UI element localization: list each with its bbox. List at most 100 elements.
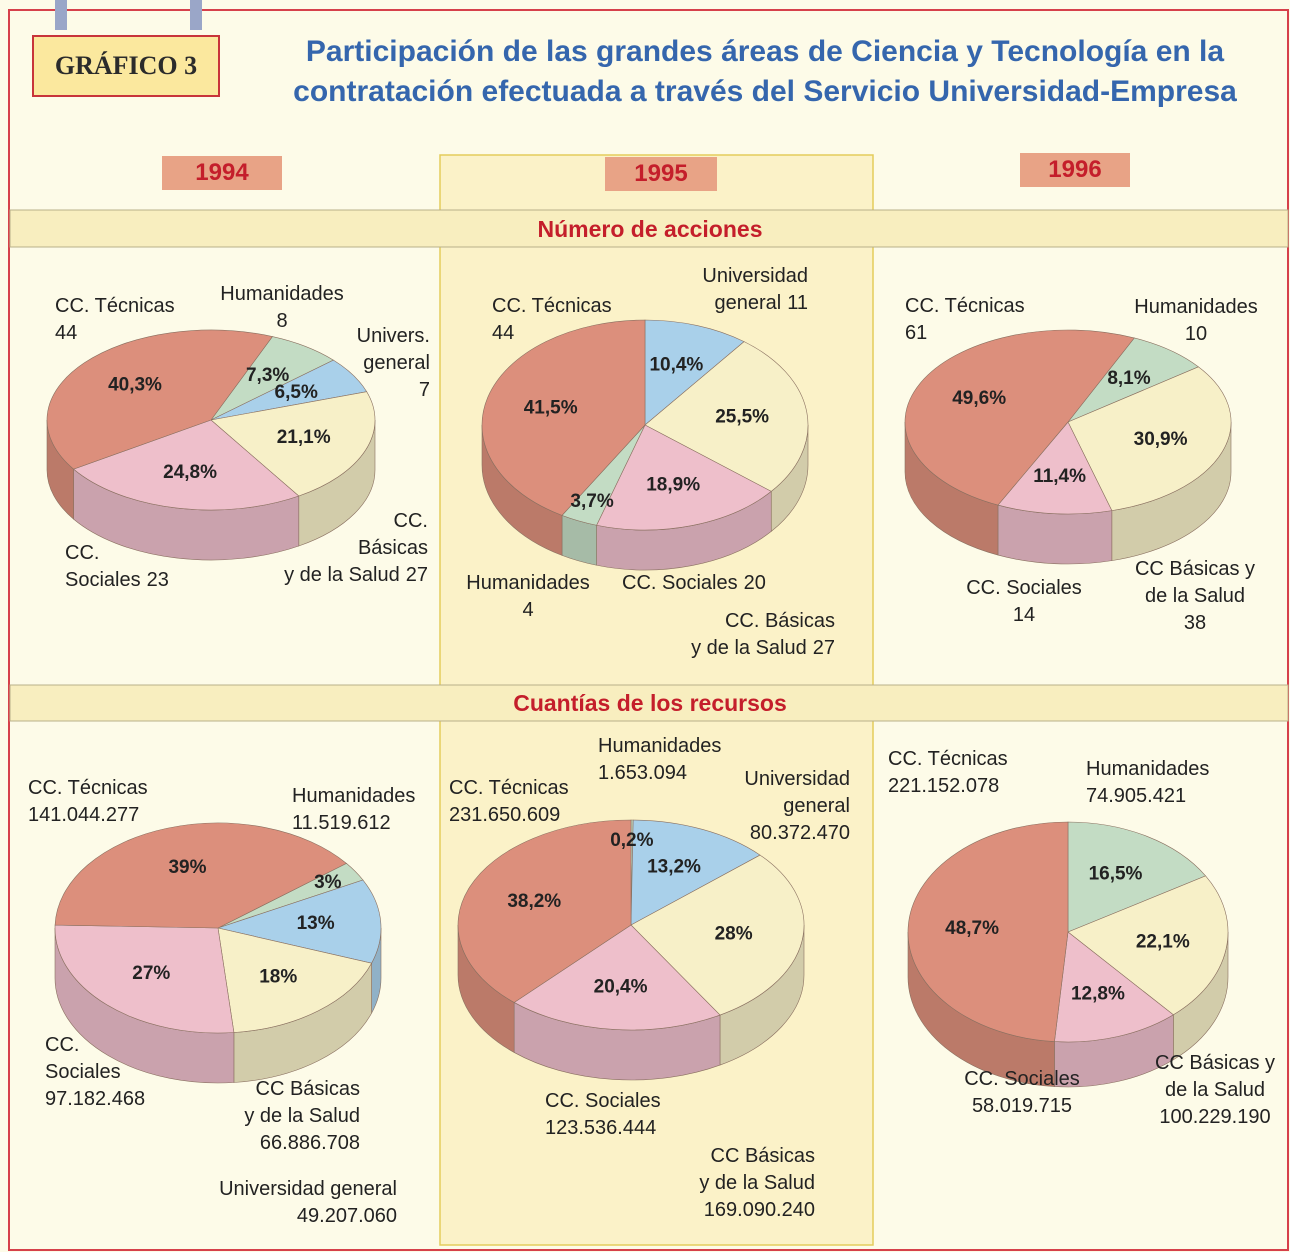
category-label: CC. Sociales 58.019.715 (872, 1066, 1172, 1120)
category-name: CC. Sociales (45, 1034, 121, 1083)
value-label: 21,1% (277, 427, 331, 448)
pie-slice (54, 924, 235, 1034)
category-name: CC. Sociales (65, 542, 141, 591)
category-label: CC. Sociales 14 (874, 575, 1174, 629)
value-label: 22,1% (1136, 931, 1190, 952)
category-label: Humanidades 1.653.094 (598, 733, 721, 787)
category-label: CC. Técnicas 44 (492, 293, 612, 347)
count-label: 14 (1012, 604, 1036, 626)
title: Participación de las grandes áreas de Ci… (293, 35, 1237, 108)
category-name: CC. Sociales (966, 577, 1082, 599)
category-label: CC. Técnicas 231.650.609 (449, 775, 569, 829)
category-name: Humanidades (466, 572, 590, 594)
category-name: Univers. general (356, 325, 430, 374)
category-name: CC. Sociales (622, 572, 738, 594)
value-label: 38,2% (507, 891, 561, 912)
count-label: 27 (405, 564, 428, 586)
category-label: CC. Técnicas 61 (905, 293, 1025, 347)
amount-label: 58.019.715 (971, 1095, 1073, 1117)
count-label: 11 (787, 292, 808, 314)
section-band (9, 684, 1289, 722)
category-label: CC. Sociales 123.536.444 (545, 1088, 661, 1142)
pie-slice (630, 819, 761, 926)
value-label: 24,8% (163, 462, 217, 483)
value-label: 8,1% (1107, 368, 1150, 389)
category-label: Humanidades 8 (132, 281, 432, 335)
category-label: CC. Técnicas 44 (55, 293, 175, 347)
category-label: CC. Técnicas 141.044.277 (28, 775, 148, 829)
category-label: Humanidades 11.519.612 (292, 783, 415, 837)
value-label: 0,2% (610, 830, 653, 851)
category-label: Humanidades 10 (1046, 294, 1290, 348)
value-label: 28% (715, 923, 753, 944)
amount-label: 80.372.470 (749, 822, 850, 844)
category-name: Humanidades (292, 785, 416, 807)
value-label: 40,3% (108, 375, 162, 396)
category-name: CC. Sociales (964, 1068, 1080, 1090)
category-name: Humanidades (220, 283, 344, 305)
tab (190, 0, 202, 30)
pie-slice (1054, 931, 1174, 1043)
pie-slice (46, 329, 273, 470)
year-label: 1995 (605, 157, 717, 191)
count-label: 7 (418, 379, 430, 401)
pie-slice (54, 822, 347, 929)
category-label: Universidad general 11 (702, 263, 808, 317)
pie-slice (1067, 875, 1229, 1016)
pie-slice (644, 319, 745, 426)
amount-label: 141.044.277 (28, 804, 140, 826)
category-name: CC. Técnicas (888, 748, 1008, 770)
category-name: Humanidades (598, 735, 722, 757)
pie-slice (644, 341, 809, 492)
value-label: 49,6% (952, 388, 1006, 409)
amount-label: 49.207.060 (296, 1205, 397, 1227)
pie-slice (1067, 821, 1207, 933)
tab (55, 0, 67, 30)
pie-slice (630, 854, 805, 1016)
count-label: 61 (905, 322, 928, 344)
category-label: CC Básicas y de la Salud 66.886.708 (244, 1076, 360, 1157)
pie-slice (904, 329, 1135, 506)
count-label: 44 (492, 322, 515, 344)
value-label: 30,9% (1134, 429, 1188, 450)
amount-label: 66.886.708 (259, 1132, 360, 1154)
category-label: CC Básicas y de la Salud 169.090.240 (699, 1143, 815, 1224)
count-label: 44 (55, 322, 78, 344)
category-name: CC Básicas y de la Salud (699, 1145, 815, 1194)
section-title: Número de acciones (537, 216, 763, 242)
category-label: CC. Sociales 20 (622, 570, 766, 597)
amount-label: 221.152.078 (888, 775, 1000, 797)
amount-label: 123.536.444 (545, 1117, 657, 1139)
amount-label: 1.653.094 (598, 762, 687, 784)
category-label: Humanidades 74.905.421 (1086, 756, 1209, 810)
amount-label: 231.650.609 (449, 804, 561, 826)
category-label: CC. Sociales 23 (65, 540, 169, 594)
category-name: Universidad general (702, 265, 808, 314)
value-label: 39% (168, 857, 206, 878)
value-label: 3,7% (570, 491, 613, 512)
category-label: CC Básicas y de la Salud 100.229.190 (1065, 1050, 1290, 1131)
count-label: 4 (522, 599, 534, 621)
category-label: Universidad general 80.372.470 (744, 766, 850, 847)
pie-slice (457, 819, 632, 1003)
category-name: Universidad general (744, 768, 850, 817)
pie-slice (997, 421, 1113, 515)
category-name: CC. Técnicas (905, 295, 1025, 317)
amount-label: 11.519.612 (292, 812, 391, 834)
count-label: 8 (276, 310, 288, 332)
pie-slice (216, 879, 382, 964)
count-label: 27 (812, 637, 835, 659)
amount-label: 97.182.468 (45, 1088, 146, 1110)
pie-slice (217, 927, 373, 1033)
year-label: 1994 (162, 156, 282, 190)
pie-slice (72, 419, 300, 511)
category-name: CC. Básicas y de la Salud (284, 510, 428, 586)
value-label: 7,3% (246, 365, 289, 386)
value-label: 13% (297, 913, 335, 934)
value-label: 48,7% (945, 918, 999, 939)
category-name: CC. Sociales (545, 1090, 661, 1112)
section-band (9, 209, 1289, 248)
category-label: CC. Sociales 97.182.468 (45, 1032, 145, 1113)
amount-label: 169.090.240 (703, 1199, 815, 1221)
